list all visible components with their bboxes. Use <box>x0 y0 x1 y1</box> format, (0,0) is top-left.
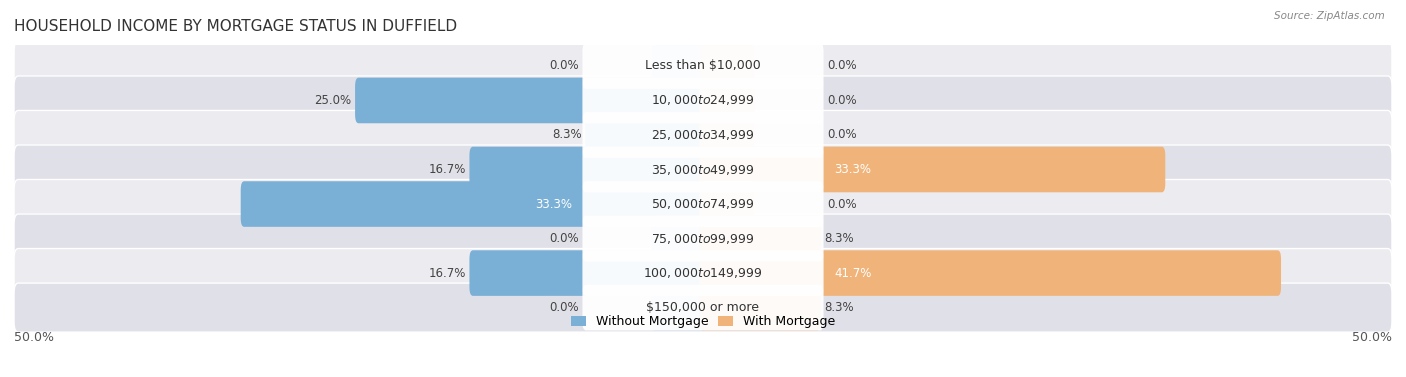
Text: $50,000 to $74,999: $50,000 to $74,999 <box>651 197 755 211</box>
Text: Source: ZipAtlas.com: Source: ZipAtlas.com <box>1274 11 1385 21</box>
FancyBboxPatch shape <box>651 216 706 261</box>
FancyBboxPatch shape <box>470 250 706 296</box>
FancyBboxPatch shape <box>14 110 1392 159</box>
Text: $10,000 to $24,999: $10,000 to $24,999 <box>651 93 755 107</box>
Text: 33.3%: 33.3% <box>834 163 870 176</box>
Text: 16.7%: 16.7% <box>429 163 465 176</box>
Text: 50.0%: 50.0% <box>14 331 53 344</box>
Text: 0.0%: 0.0% <box>550 301 579 314</box>
FancyBboxPatch shape <box>700 78 755 123</box>
FancyBboxPatch shape <box>651 285 706 330</box>
FancyBboxPatch shape <box>582 78 824 123</box>
FancyBboxPatch shape <box>582 181 824 227</box>
Text: 25.0%: 25.0% <box>315 94 352 107</box>
FancyBboxPatch shape <box>240 181 706 227</box>
FancyBboxPatch shape <box>582 216 824 261</box>
FancyBboxPatch shape <box>582 112 824 158</box>
FancyBboxPatch shape <box>14 145 1392 194</box>
FancyBboxPatch shape <box>700 216 821 261</box>
Text: 8.3%: 8.3% <box>553 129 582 141</box>
Text: 16.7%: 16.7% <box>429 267 465 280</box>
Text: 0.0%: 0.0% <box>827 94 856 107</box>
Text: HOUSEHOLD INCOME BY MORTGAGE STATUS IN DUFFIELD: HOUSEHOLD INCOME BY MORTGAGE STATUS IN D… <box>14 19 457 34</box>
FancyBboxPatch shape <box>14 214 1392 263</box>
Text: $25,000 to $34,999: $25,000 to $34,999 <box>651 128 755 142</box>
Legend: Without Mortgage, With Mortgage: Without Mortgage, With Mortgage <box>571 316 835 328</box>
FancyBboxPatch shape <box>700 43 755 89</box>
Text: 0.0%: 0.0% <box>827 198 856 210</box>
FancyBboxPatch shape <box>356 78 706 123</box>
FancyBboxPatch shape <box>700 147 1166 192</box>
Text: 41.7%: 41.7% <box>834 267 872 280</box>
Text: 0.0%: 0.0% <box>827 129 856 141</box>
FancyBboxPatch shape <box>585 112 706 158</box>
Text: 8.3%: 8.3% <box>824 232 853 245</box>
Text: 0.0%: 0.0% <box>550 232 579 245</box>
Text: Less than $10,000: Less than $10,000 <box>645 60 761 72</box>
FancyBboxPatch shape <box>582 250 824 296</box>
FancyBboxPatch shape <box>700 112 755 158</box>
FancyBboxPatch shape <box>582 43 824 89</box>
FancyBboxPatch shape <box>582 147 824 192</box>
FancyBboxPatch shape <box>700 250 1281 296</box>
FancyBboxPatch shape <box>14 283 1392 332</box>
FancyBboxPatch shape <box>470 147 706 192</box>
FancyBboxPatch shape <box>14 248 1392 297</box>
FancyBboxPatch shape <box>700 285 821 330</box>
FancyBboxPatch shape <box>14 41 1392 90</box>
FancyBboxPatch shape <box>700 181 755 227</box>
FancyBboxPatch shape <box>651 43 706 89</box>
Text: 0.0%: 0.0% <box>827 60 856 72</box>
Text: 8.3%: 8.3% <box>824 301 853 314</box>
FancyBboxPatch shape <box>14 76 1392 125</box>
Text: 0.0%: 0.0% <box>550 60 579 72</box>
Text: $75,000 to $99,999: $75,000 to $99,999 <box>651 231 755 245</box>
FancyBboxPatch shape <box>14 179 1392 228</box>
Text: $35,000 to $49,999: $35,000 to $49,999 <box>651 162 755 176</box>
FancyBboxPatch shape <box>582 285 824 330</box>
Text: $150,000 or more: $150,000 or more <box>647 301 759 314</box>
Text: 33.3%: 33.3% <box>536 198 572 210</box>
Text: $100,000 to $149,999: $100,000 to $149,999 <box>644 266 762 280</box>
Text: 50.0%: 50.0% <box>1353 331 1392 344</box>
